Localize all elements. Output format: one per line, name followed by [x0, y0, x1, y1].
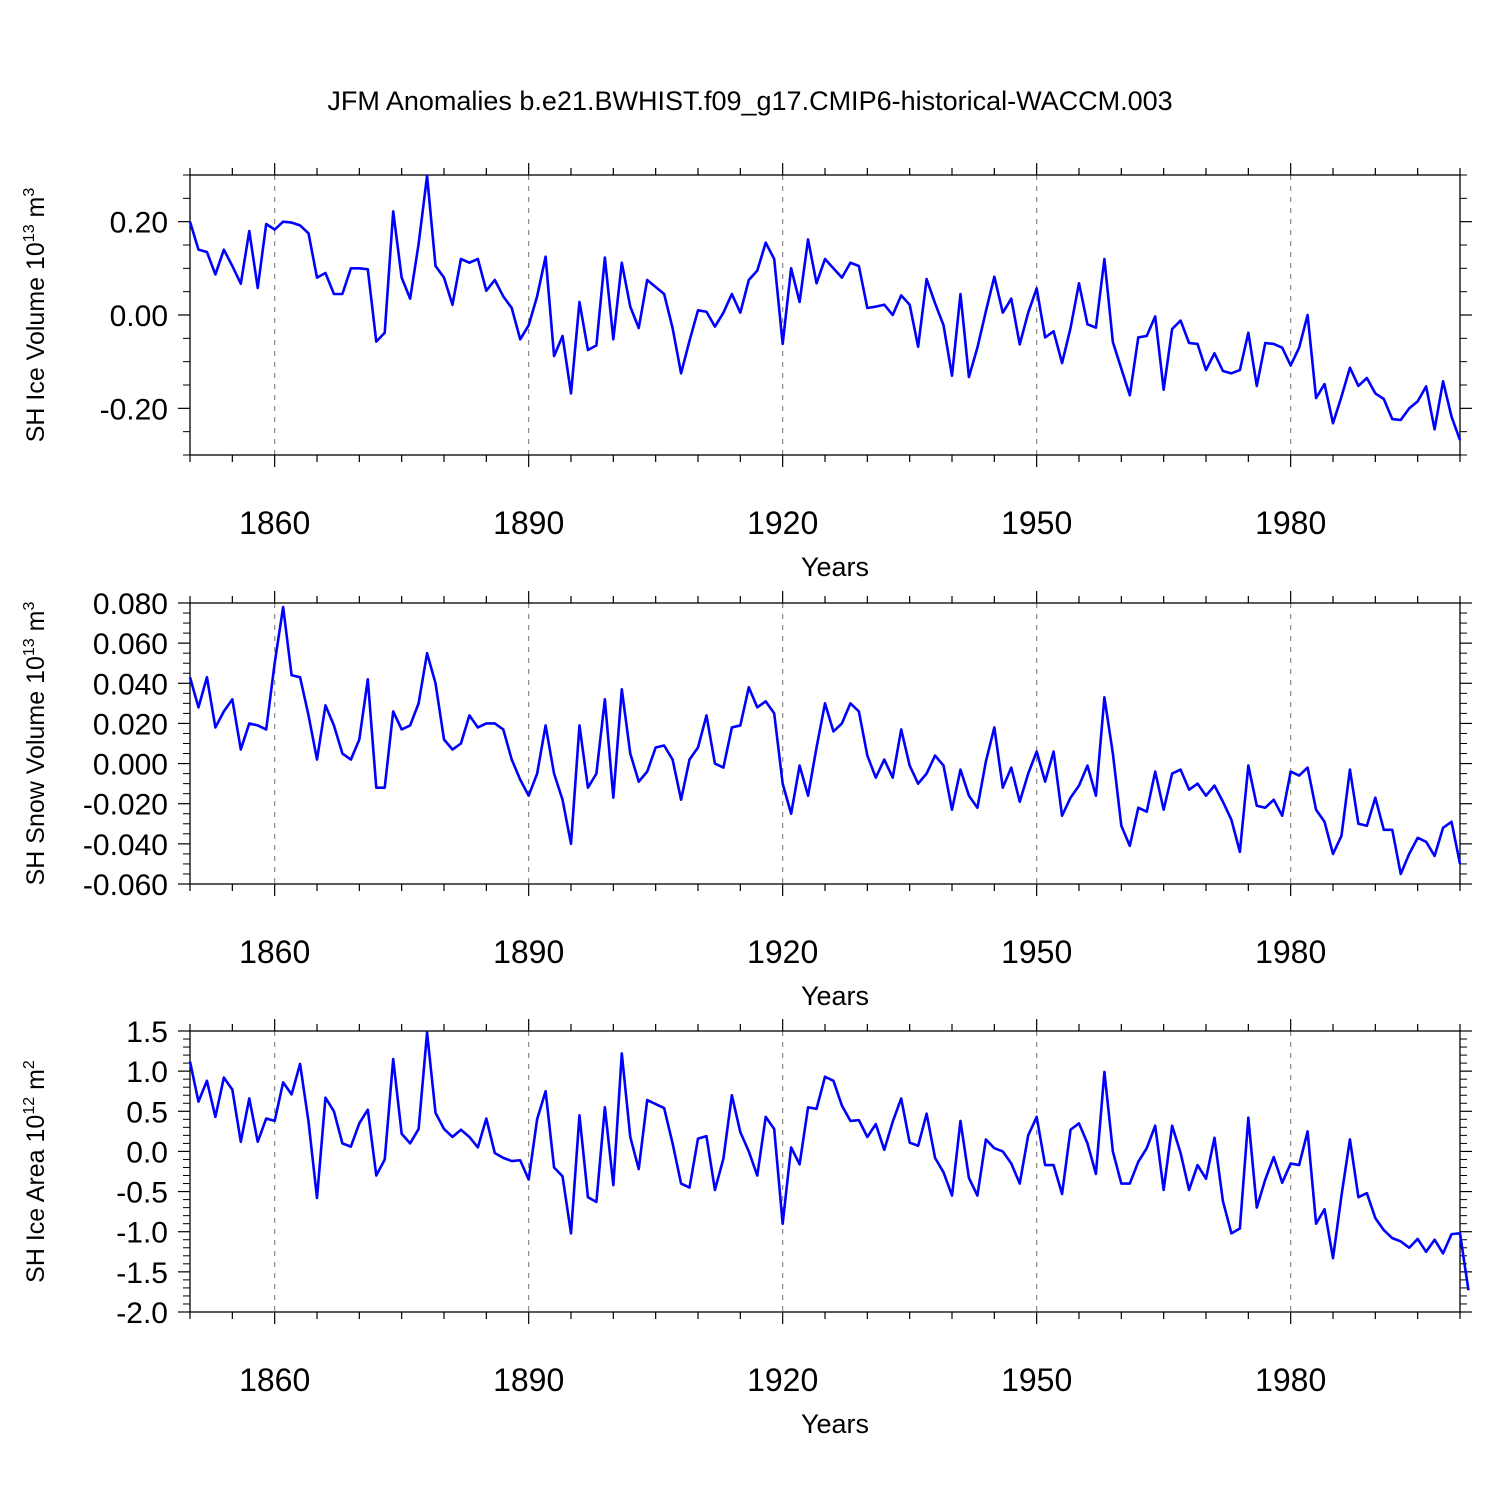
- data-series-line: [188, 1031, 1470, 1291]
- y-tick-label: -0.040: [83, 829, 168, 862]
- x-tick-label: 1860: [239, 1362, 310, 1398]
- y-tick-label: 0.20: [110, 207, 168, 240]
- x-tick-label: 1920: [747, 505, 818, 541]
- x-tick-label: 1890: [493, 505, 564, 541]
- y-tick-label: -0.060: [83, 869, 168, 902]
- y-tick-label: -0.5: [116, 1177, 168, 1210]
- y-tick-label: -0.020: [83, 789, 168, 822]
- y-tick-label: 0.000: [93, 749, 168, 782]
- y-axis-label: SH Ice Area 1012 m2: [21, 1060, 50, 1283]
- y-tick-label: -2.0: [116, 1297, 168, 1330]
- y-tick-label: 0.020: [93, 708, 168, 741]
- data-series-line: [188, 174, 1462, 441]
- x-tick-label: 1890: [493, 934, 564, 970]
- y-axis-label-superscript: 13: [21, 224, 38, 242]
- y-axis-label-superscript: 13: [21, 638, 38, 656]
- y-tick-label: 0.040: [93, 668, 168, 701]
- y-tick-label: -1.5: [116, 1257, 168, 1290]
- x-tick-label: 1920: [747, 1362, 818, 1398]
- y-axis-label-superscript: 3: [21, 602, 38, 611]
- data-series-line: [188, 605, 1462, 876]
- y-axis-label-text: SH Snow Volume 10: [22, 656, 50, 885]
- y-tick-label: 0.00: [110, 300, 168, 333]
- y-tick-label: 0.0: [126, 1136, 168, 1169]
- y-tick-label: -1.0: [116, 1217, 168, 1250]
- panel-snow-volume: -0.060 -0.040 -0.020 0.000 0.020 0.040 0.060 0.…: [21, 588, 1472, 1011]
- x-tick-label: 1860: [239, 505, 310, 541]
- x-axis-label: Years: [801, 1409, 869, 1439]
- x-axis-label: Years: [801, 552, 869, 582]
- y-axis-label: SH Snow Volume 1013 m3: [21, 602, 50, 886]
- y-tick-label: 0.060: [93, 628, 168, 661]
- y-axis-label-text: m: [22, 611, 50, 639]
- y-axis-label-superscript: 2: [21, 1060, 38, 1069]
- y-axis-label-text: m: [22, 1069, 50, 1097]
- y-axis-label-superscript: 3: [21, 188, 38, 197]
- y-axis-label-text: m: [22, 197, 50, 225]
- x-tick-label: 1890: [493, 1362, 564, 1398]
- y-tick-label: 0.5: [126, 1096, 168, 1129]
- x-tick-label: 1980: [1255, 505, 1326, 541]
- y-axis-label-superscript: 12: [21, 1097, 38, 1115]
- x-tick-label: 1860: [239, 934, 310, 970]
- y-axis-label: SH Ice Volume 1013 m3: [21, 188, 50, 443]
- x-tick-label: 1950: [1001, 1362, 1072, 1398]
- y-tick-label: 1.0: [126, 1056, 168, 1089]
- y-tick-label: -0.20: [100, 393, 168, 426]
- figure-title: JFM Anomalies b.e21.BWHIST.f09_g17.CMIP6…: [327, 86, 1172, 116]
- y-tick-label: 0.080: [93, 588, 168, 621]
- x-tick-label: 1980: [1255, 1362, 1326, 1398]
- x-tick-label: 1950: [1001, 505, 1072, 541]
- y-axis-label-text: SH Ice Volume 10: [22, 242, 50, 442]
- x-axis-label: Years: [801, 981, 869, 1011]
- x-tick-label: 1950: [1001, 934, 1072, 970]
- y-axis-label-text: SH Ice Area 10: [22, 1115, 50, 1283]
- plot-frame: [189, 174, 1461, 456]
- panel-ice-volume: -0.20 0.00 0.20 1860 1890 1920 1950 1980 Years SH…: [21, 163, 1472, 582]
- y-tick-label: 1.5: [126, 1016, 168, 1049]
- panel-ice-area: -2.0 -1.5 -1.0 -0.5 0.0 0.5 1.0 1.5 1860 1890 1920…: [21, 1016, 1472, 1439]
- plot-frame: [189, 602, 1461, 885]
- x-tick-label: 1980: [1255, 934, 1326, 970]
- x-tick-label: 1920: [747, 934, 818, 970]
